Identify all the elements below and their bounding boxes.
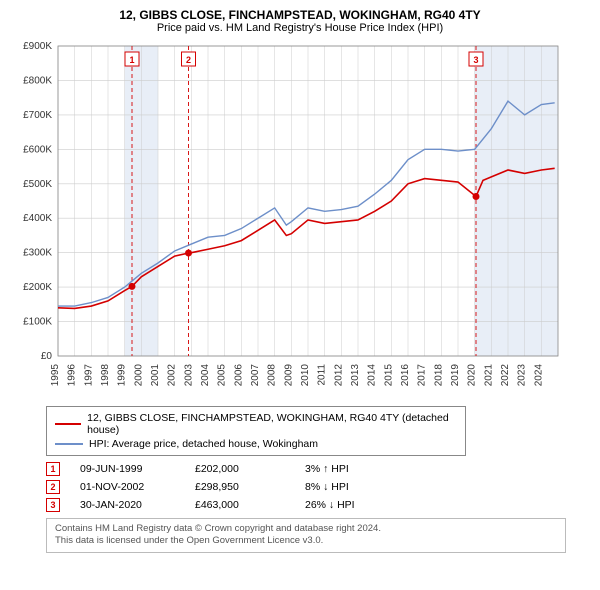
svg-text:2014: 2014 bbox=[367, 364, 378, 387]
legend: 12, GIBBS CLOSE, FINCHAMPSTEAD, WOKINGHA… bbox=[46, 406, 466, 456]
svg-text:2003: 2003 bbox=[183, 364, 194, 387]
event-price: £463,000 bbox=[195, 499, 285, 511]
svg-text:£600K: £600K bbox=[23, 144, 52, 155]
event-marker: 1 bbox=[46, 462, 60, 476]
event-marker: 3 bbox=[46, 498, 60, 512]
svg-text:2021: 2021 bbox=[483, 364, 494, 387]
svg-text:£900K: £900K bbox=[23, 41, 52, 52]
event-list: 1 09-JUN-1999 £202,000 3% ↑ HPI 2 01-NOV-2002… bbox=[46, 460, 590, 514]
svg-text:2008: 2008 bbox=[267, 364, 278, 387]
svg-text:£200K: £200K bbox=[23, 282, 52, 293]
legend-row-hpi: HPI: Average price, detached house, Woki… bbox=[55, 437, 457, 451]
legend-swatch-hpi bbox=[55, 443, 83, 445]
svg-text:1995: 1995 bbox=[50, 364, 61, 387]
svg-text:2010: 2010 bbox=[300, 364, 311, 387]
svg-text:2: 2 bbox=[186, 55, 191, 65]
event-hpi: 3% ↑ HPI bbox=[305, 463, 395, 475]
svg-text:£500K: £500K bbox=[23, 179, 52, 190]
svg-text:2012: 2012 bbox=[333, 364, 344, 387]
svg-text:2013: 2013 bbox=[350, 364, 361, 387]
svg-text:£700K: £700K bbox=[23, 110, 52, 121]
svg-text:1997: 1997 bbox=[83, 364, 94, 387]
legend-swatch-property bbox=[55, 423, 81, 425]
svg-text:£0: £0 bbox=[41, 351, 53, 362]
svg-text:2004: 2004 bbox=[200, 364, 211, 387]
event-price: £202,000 bbox=[195, 463, 285, 475]
line-chart-svg: £0 £100K £200K £300K £400K £500K £600K £700K £80… bbox=[10, 40, 570, 400]
event-row: 3 30-JAN-2020 £463,000 26% ↓ HPI bbox=[46, 496, 590, 514]
svg-text:1: 1 bbox=[129, 55, 134, 65]
event-price: £298,950 bbox=[195, 481, 285, 493]
svg-text:1996: 1996 bbox=[67, 364, 78, 387]
event-row: 2 01-NOV-2002 £298,950 8% ↓ HPI bbox=[46, 478, 590, 496]
svg-text:2020: 2020 bbox=[467, 364, 478, 387]
chart-subtitle: Price paid vs. HM Land Registry's House … bbox=[10, 22, 590, 34]
legend-row-property: 12, GIBBS CLOSE, FINCHAMPSTEAD, WOKINGHA… bbox=[55, 411, 457, 437]
svg-text:2002: 2002 bbox=[167, 364, 178, 387]
footer-attribution: Contains HM Land Registry data © Crown c… bbox=[46, 518, 566, 553]
svg-text:£300K: £300K bbox=[23, 248, 52, 259]
svg-text:2022: 2022 bbox=[500, 364, 511, 387]
event-hpi: 8% ↓ HPI bbox=[305, 481, 395, 493]
svg-text:£400K: £400K bbox=[23, 213, 52, 224]
svg-text:1999: 1999 bbox=[117, 364, 128, 387]
svg-text:2019: 2019 bbox=[450, 364, 461, 387]
svg-text:2024: 2024 bbox=[533, 364, 544, 387]
svg-text:2005: 2005 bbox=[217, 364, 228, 387]
svg-text:2023: 2023 bbox=[517, 364, 528, 387]
event-marker: 2 bbox=[46, 480, 60, 494]
svg-text:2000: 2000 bbox=[133, 364, 144, 387]
svg-text:2007: 2007 bbox=[250, 364, 261, 387]
footer-line1: Contains HM Land Registry data © Crown c… bbox=[55, 523, 557, 535]
svg-text:2018: 2018 bbox=[433, 364, 444, 387]
svg-text:2009: 2009 bbox=[283, 364, 294, 387]
chart-area: £0 £100K £200K £300K £400K £500K £600K £700K £80… bbox=[10, 40, 590, 400]
svg-text:2015: 2015 bbox=[383, 364, 394, 387]
event-hpi: 26% ↓ HPI bbox=[305, 499, 395, 511]
legend-label-property: 12, GIBBS CLOSE, FINCHAMPSTEAD, WOKINGHA… bbox=[87, 412, 457, 436]
event-date: 01-NOV-2002 bbox=[80, 481, 175, 493]
event-row: 1 09-JUN-1999 £202,000 3% ↑ HPI bbox=[46, 460, 590, 478]
event-date: 30-JAN-2020 bbox=[80, 499, 175, 511]
event-date: 09-JUN-1999 bbox=[80, 463, 175, 475]
svg-text:2011: 2011 bbox=[317, 364, 328, 386]
svg-text:1998: 1998 bbox=[100, 364, 111, 387]
footer-line2: This data is licensed under the Open Gov… bbox=[55, 535, 557, 547]
svg-text:2006: 2006 bbox=[233, 364, 244, 387]
svg-text:2016: 2016 bbox=[400, 364, 411, 387]
svg-text:3: 3 bbox=[473, 55, 478, 65]
chart-title: 12, GIBBS CLOSE, FINCHAMPSTEAD, WOKINGHA… bbox=[10, 8, 590, 22]
svg-text:2001: 2001 bbox=[150, 364, 161, 387]
svg-text:£800K: £800K bbox=[23, 75, 52, 86]
svg-text:£100K: £100K bbox=[23, 317, 52, 328]
svg-text:2017: 2017 bbox=[417, 364, 428, 387]
legend-label-hpi: HPI: Average price, detached house, Woki… bbox=[89, 438, 318, 450]
